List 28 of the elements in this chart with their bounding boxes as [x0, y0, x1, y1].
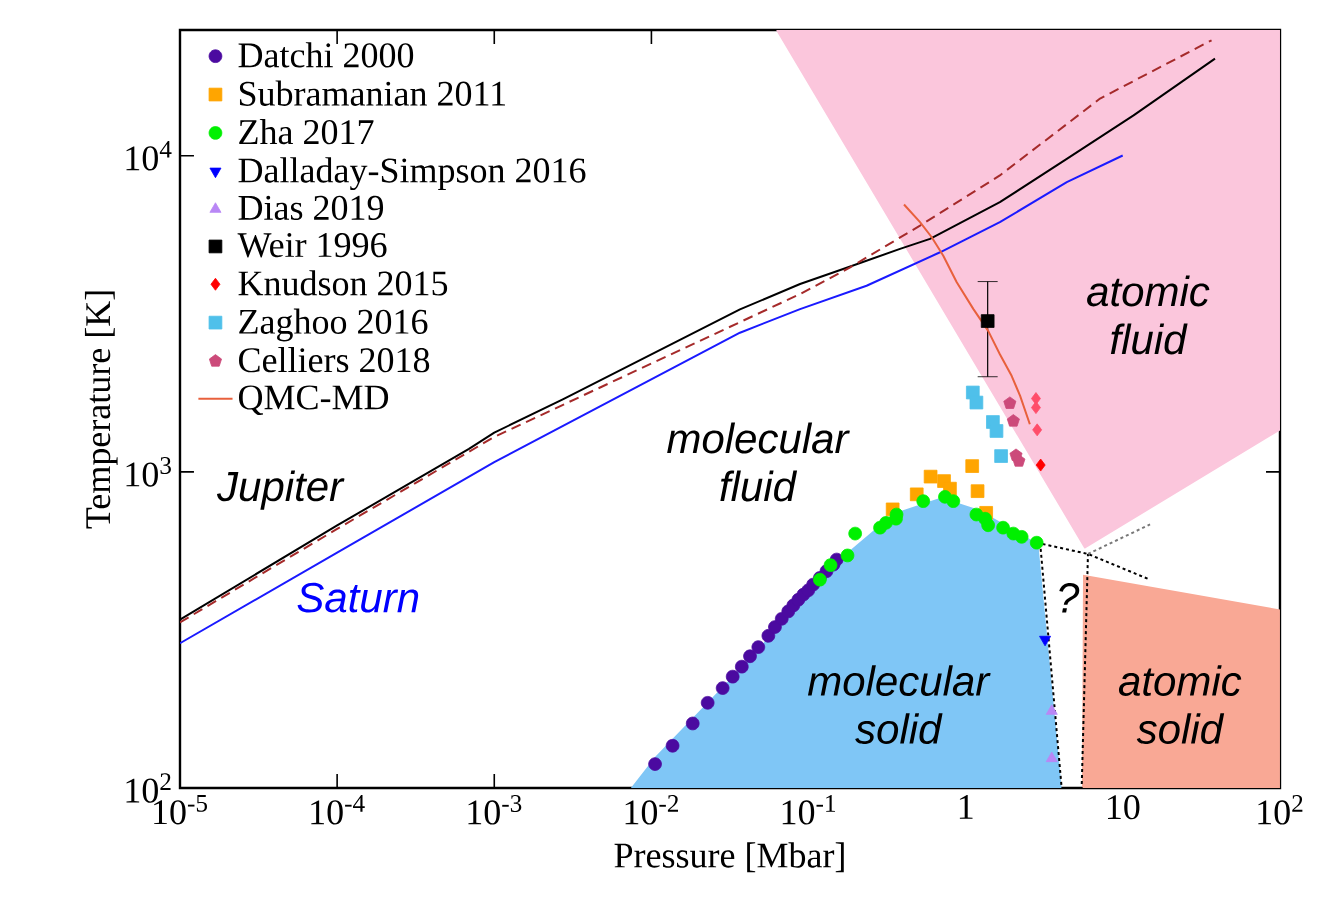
legend-label: Datchi 2000 [238, 42, 414, 68]
y-axis-title: Temperature [K] [84, 291, 118, 529]
x-tick-label: 10 [1108, 795, 1140, 820]
x-tick-label: 10$^{-2}$ [625, 795, 679, 825]
legend-label: QMC-MD [239, 385, 389, 416]
annotation: Jupiter [216, 470, 345, 510]
x-tick-label: 10$^{-4}$ [311, 795, 365, 825]
annotation: atomic fluid [1087, 275, 1210, 355]
x-axis-title: Pressure [Mbar] [614, 842, 844, 873]
legend-label: Weir 1996 [237, 233, 387, 258]
annotation: atomic solid [1118, 665, 1242, 745]
annotation: ? [1059, 583, 1080, 613]
y-tick-label: 10$^{4}$ [126, 141, 172, 171]
legend-label: Subramanian 2011 [239, 80, 506, 106]
legend-label: Celliers 2018 [239, 347, 430, 373]
y-tick-label: 10$^{3}$ [126, 457, 171, 487]
annotation: Saturn [297, 582, 419, 613]
legend-label: Knudson 2015 [238, 270, 448, 296]
legend-label: Zha 2017 [239, 118, 374, 145]
legend-label: Dalladay-Simpson 2016 [238, 157, 586, 191]
x-tick-label: 10$^{-1}$ [782, 795, 836, 825]
annotation: molecular fluid [667, 422, 850, 502]
x-tick-label: 10$^{2}$ [1258, 795, 1303, 825]
x-tick-label: 1 [959, 795, 973, 819]
annotation: molecular solid [807, 665, 991, 745]
x-tick-label: 10$^{-3}$ [468, 795, 522, 825]
legend-label: Zaghoo 2016 [239, 308, 428, 342]
legend-label: Dias 2019 [238, 195, 384, 220]
